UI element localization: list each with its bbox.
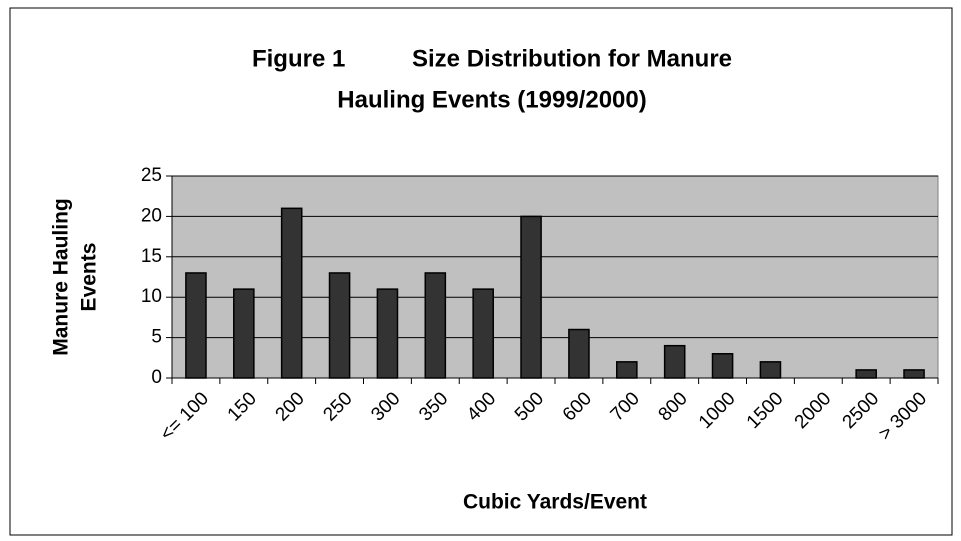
bar (903, 369, 925, 379)
y-axis-label: Manure Hauling (50, 198, 73, 356)
bar (328, 272, 351, 379)
bar (616, 361, 638, 379)
y-axis-label: Events (78, 243, 101, 312)
bar (472, 288, 494, 379)
bar (663, 344, 686, 379)
bar (233, 288, 255, 379)
bar (376, 288, 399, 379)
chart-title: Hauling Events (1999/2000) (337, 86, 646, 113)
y-tick-label: 5 (151, 327, 162, 348)
y-tick-label: 0 (151, 367, 162, 388)
bar (711, 353, 734, 379)
bar (185, 272, 207, 379)
y-tick-label: 20 (141, 205, 162, 226)
y-tick-label: 10 (141, 286, 162, 307)
bar (424, 272, 447, 379)
bar (520, 215, 542, 379)
bar (280, 207, 303, 379)
x-axis-label: Cubic Yards/Event (463, 491, 647, 514)
bar (568, 328, 590, 379)
bar (855, 369, 877, 379)
y-tick-label: 15 (141, 246, 162, 267)
chart-title: Figure 1 Size Distribution for Manure (252, 45, 732, 72)
y-tick-label: 25 (141, 165, 162, 186)
bar (759, 361, 782, 379)
